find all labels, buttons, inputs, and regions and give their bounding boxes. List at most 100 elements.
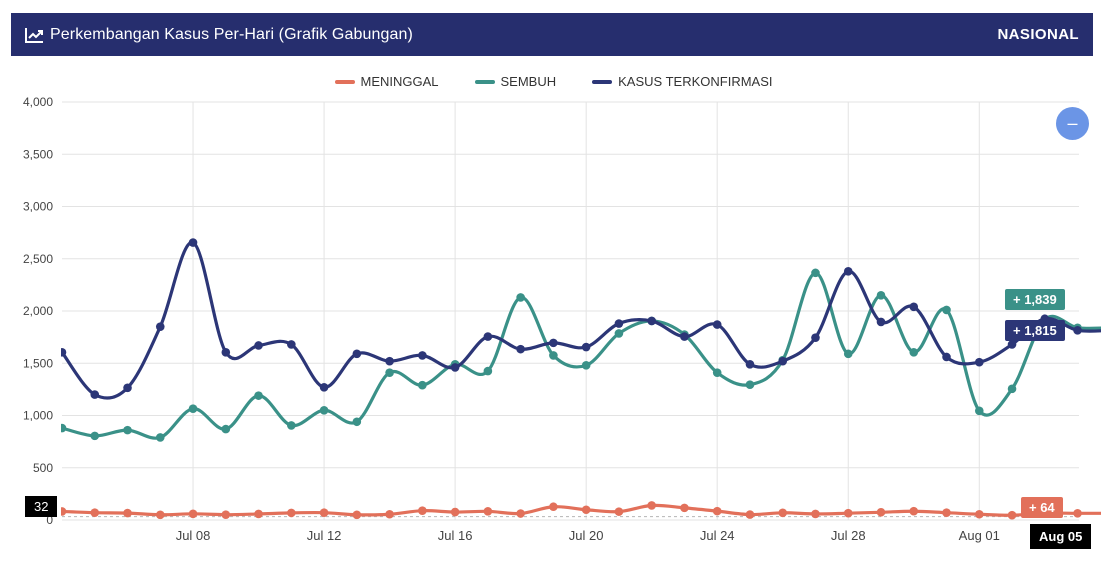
data-point-meninggal — [680, 503, 689, 513]
crosshair-x-label: Aug 05 — [1030, 524, 1092, 549]
data-point-sembuh — [287, 421, 296, 430]
data-point-kasus-terkonfirmasi — [1073, 326, 1082, 335]
data-point-meninggal — [450, 507, 460, 517]
tooltip-sembuh: + 1,839 — [1005, 289, 1065, 310]
y-tick-label: 1,500 — [23, 356, 53, 370]
data-point-sembuh — [385, 368, 394, 377]
data-point-meninggal — [123, 508, 132, 518]
data-point-kasus-terkonfirmasi — [516, 344, 525, 354]
line-chart-icon — [25, 27, 43, 43]
data-point-kasus-terkonfirmasi — [287, 340, 296, 349]
data-point-meninggal — [549, 502, 558, 512]
data-point-sembuh — [221, 424, 231, 434]
data-point-sembuh — [254, 391, 263, 400]
data-point-kasus-terkonfirmasi — [942, 352, 951, 362]
data-point-sembuh — [614, 329, 624, 338]
data-point-kasus-terkonfirmasi — [745, 359, 755, 369]
data-point-kasus-terkonfirmasi — [123, 383, 132, 393]
crosshair-y-label: 32 — [25, 496, 58, 517]
data-point-kasus-terkonfirmasi — [712, 320, 722, 329]
data-point-meninggal — [319, 508, 329, 517]
data-point-sembuh — [581, 361, 591, 370]
data-point-kasus-terkonfirmasi — [483, 332, 493, 341]
y-tick-label: 3,500 — [23, 147, 53, 161]
x-tick-label: Jul 08 — [176, 528, 211, 543]
data-point-meninggal — [614, 507, 624, 516]
y-tick-label: 500 — [33, 461, 53, 475]
data-point-meninggal — [221, 510, 231, 519]
data-point-meninggal — [1007, 510, 1017, 520]
data-point-kasus-terkonfirmasi — [221, 347, 231, 357]
legend-label: SEMBUH — [500, 74, 557, 89]
legend-item-meninggal[interactable]: MENINGGAL — [329, 74, 439, 89]
data-point-kasus-terkonfirmasi — [418, 351, 427, 360]
y-tick-label: 3,000 — [23, 200, 53, 214]
legend-swatch — [474, 79, 495, 84]
data-point-sembuh — [418, 380, 427, 390]
data-point-sembuh — [516, 293, 525, 302]
left-axis-mask — [0, 95, 61, 525]
data-point-meninggal — [647, 501, 656, 510]
data-point-meninggal — [843, 508, 853, 518]
zoom-out-button[interactable]: – — [1056, 107, 1089, 140]
data-point-sembuh — [876, 291, 886, 300]
legend-swatch — [592, 79, 613, 84]
data-point-kasus-terkonfirmasi — [1007, 340, 1017, 349]
data-point-meninggal — [516, 509, 525, 518]
header-title-group: Perkembangan Kasus Per-Hari (Grafik Gabu… — [25, 26, 413, 44]
data-point-sembuh — [155, 433, 165, 442]
y-tick-label: 2,000 — [23, 304, 53, 318]
data-point-kasus-terkonfirmasi — [811, 333, 820, 342]
y-tick-label: 2,500 — [23, 252, 53, 266]
data-point-sembuh — [909, 347, 919, 357]
x-tick-label: Jul 20 — [569, 528, 604, 543]
data-point-kasus-terkonfirmasi — [549, 338, 558, 348]
data-point-meninggal — [90, 508, 100, 517]
data-point-meninggal — [155, 510, 165, 520]
y-tick-label: 0 — [46, 513, 53, 527]
series-line-kasus-terkonfirmasi — [60, 240, 1101, 400]
data-point-kasus-terkonfirmasi — [188, 238, 198, 247]
y-tick-label: 4,000 — [23, 95, 53, 109]
data-point-sembuh — [549, 351, 558, 360]
data-point-kasus-terkonfirmasi — [614, 319, 624, 328]
data-point-meninggal — [909, 506, 919, 516]
data-point-kasus-terkonfirmasi — [876, 317, 886, 327]
chart-header: Perkembangan Kasus Per-Hari (Grafik Gabu… — [11, 13, 1093, 56]
data-point-kasus-terkonfirmasi — [909, 302, 919, 312]
legend-item-kasus-terkonfirmasi[interactable]: KASUS TERKONFIRMASI — [586, 74, 772, 89]
data-point-kasus-terkonfirmasi — [155, 322, 165, 331]
y-tick-label: 1,000 — [23, 409, 53, 423]
data-point-sembuh — [712, 368, 722, 377]
data-point-kasus-terkonfirmasi — [778, 356, 788, 366]
data-point-kasus-terkonfirmasi — [385, 356, 394, 366]
x-tick-label: Jul 12 — [307, 528, 342, 543]
legend-label: KASUS TERKONFIRMASI — [618, 74, 773, 89]
data-point-meninggal — [418, 506, 427, 515]
data-point-kasus-terkonfirmasi — [843, 266, 853, 276]
data-point-meninggal — [876, 507, 886, 517]
tooltip-kasus-terkonfirmasi: + 1,815 — [1005, 320, 1065, 341]
data-point-kasus-terkonfirmasi — [352, 349, 362, 359]
data-point-kasus-terkonfirmasi — [254, 341, 263, 350]
data-point-meninggal — [745, 510, 755, 519]
data-point-sembuh — [90, 431, 100, 441]
data-point-meninggal — [581, 505, 591, 515]
scope-label[interactable]: NASIONAL — [997, 26, 1079, 43]
x-tick-label: Jul 28 — [831, 528, 866, 543]
chart-title: Perkembangan Kasus Per-Hari (Grafik Gabu… — [50, 25, 413, 43]
x-tick-label: Jul 24 — [700, 528, 735, 543]
data-point-kasus-terkonfirmasi — [974, 357, 984, 367]
data-point-kasus-terkonfirmasi — [319, 382, 329, 392]
data-point-sembuh — [974, 406, 984, 416]
legend-item-sembuh[interactable]: SEMBUH — [469, 74, 557, 89]
chart-legend: MENINGGAL SEMBUH KASUS TERKONFIRMASI — [0, 74, 1101, 89]
data-point-sembuh — [843, 349, 853, 359]
data-point-meninggal — [385, 509, 394, 519]
data-point-meninggal — [188, 509, 198, 519]
data-point-meninggal — [254, 509, 263, 519]
data-point-meninggal — [778, 508, 788, 518]
data-point-sembuh — [123, 425, 132, 435]
data-point-meninggal — [1073, 509, 1082, 518]
